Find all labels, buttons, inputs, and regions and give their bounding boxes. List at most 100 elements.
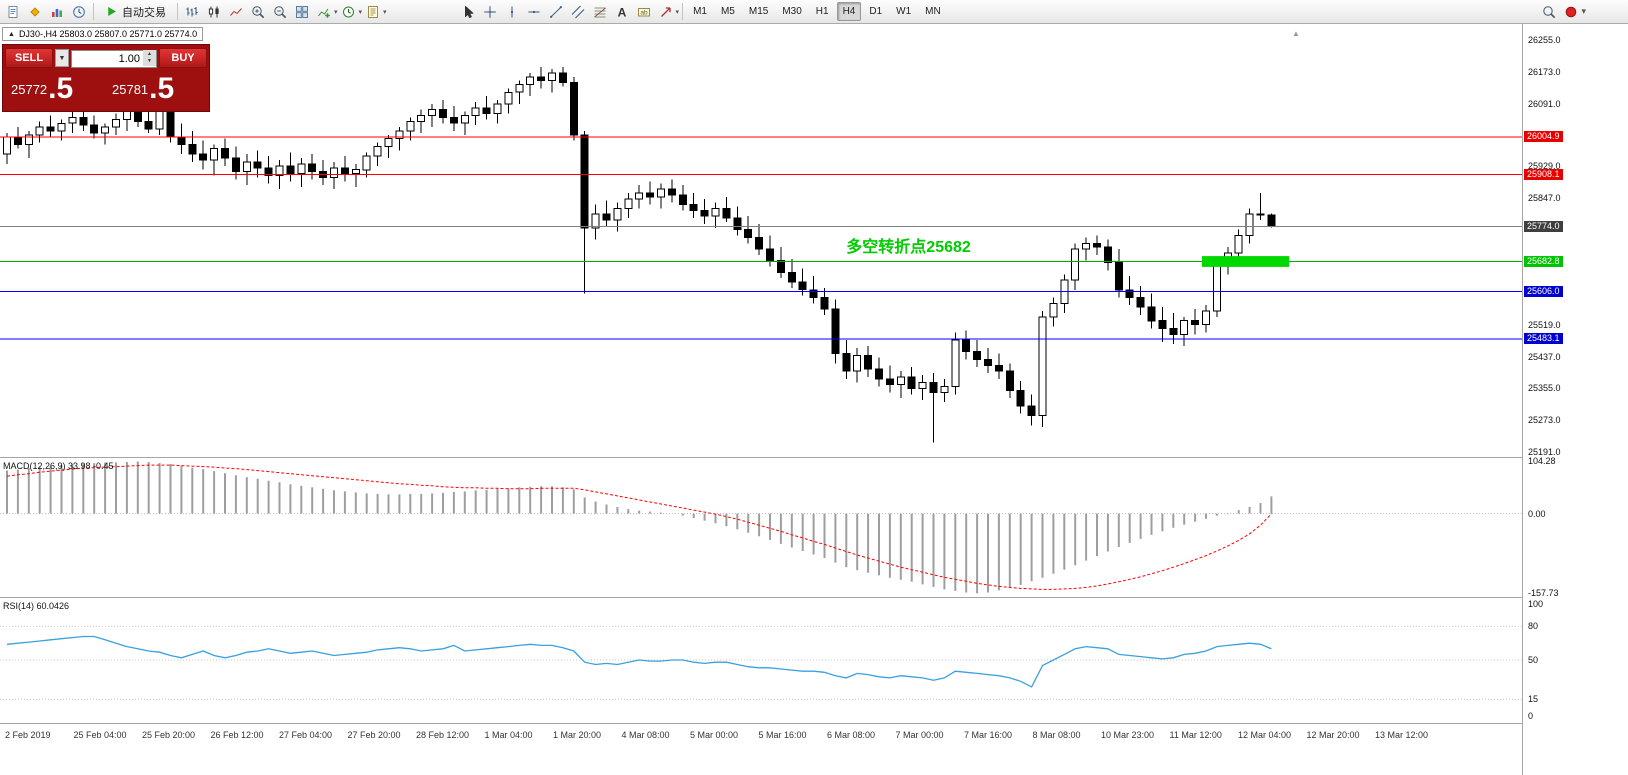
rsi-panel[interactable] [0,598,1522,723]
axis-tick: 25847.0 [1528,192,1561,203]
panel-splitter[interactable] [0,597,1628,598]
crosshair-button[interactable] [479,2,501,22]
zoom-out-button[interactable] [269,2,291,22]
macd-label: MACD(12,26,9) 33.98 -0.45 [3,461,114,471]
mql5-community-button[interactable] [1560,2,1582,22]
timeframe-h1[interactable]: H1 [815,6,829,17]
toolbar-overflow-button[interactable]: ▾ [1581,6,1586,16]
metaeditor-icon [30,6,40,17]
sell-price[interactable]: 25772.5 [5,69,106,109]
history-center-button[interactable] [68,2,90,22]
macd-panel[interactable] [0,458,1522,597]
price-line-label: 26004.9 [1524,131,1563,143]
time-label: 1 Mar 20:00 [553,730,602,740]
metaeditor-button[interactable] [24,2,46,22]
order-type-dropdown[interactable]: ▼ [55,49,69,67]
time-label: 5 Mar 16:00 [758,730,807,740]
time-label: 12 Mar 04:00 [1238,730,1292,740]
timeframe-m15[interactable]: M15 [748,6,769,17]
volume-spinner[interactable]: ▲ ▼ [143,50,156,66]
axis-tick: 0.00 [1528,508,1546,519]
time-label: 2 Feb 2019 [5,730,51,740]
time-label: 27 Feb 20:00 [347,730,401,740]
highlight-zone[interactable] [1202,256,1290,267]
price-line-label: 25908.1 [1524,168,1563,180]
horizontal-line-button[interactable] [523,2,545,22]
axis-tick: 80 [1528,621,1539,632]
indicators-list-icon [318,8,330,18]
chevron-down-icon[interactable]: ▾ [675,8,680,16]
trendline-button[interactable] [545,2,567,22]
sell-price-fraction: .5 [48,72,74,105]
buy-price-fraction: .5 [149,72,175,105]
fibonacci-retracement-button[interactable] [589,2,611,22]
svg-text:ab: ab [640,9,648,16]
line-chart-icon [230,7,242,16]
timeframe-w1[interactable]: W1 [896,6,912,17]
indicators-list-button[interactable] [313,2,335,22]
one-click-trading-panel: SELL ▼ ▲▼ BUY 25772.5 25781.5 [2,44,210,112]
spinner-up-icon[interactable]: ▲ [147,51,152,57]
panel-splitter[interactable] [0,723,1628,724]
time-label: 13 Mar 12:00 [1375,730,1429,740]
text-button[interactable]: A [611,2,633,22]
time-axis[interactable]: 2 Feb 2019 25 Feb 04:00 25 Feb 20:00 26 Feb… [0,724,1522,748]
price-axis[interactable]: 26255.0 26173.0 26091.0 25929.0 25847.0 25519… [1522,24,1628,775]
crosshair-icon [483,5,496,18]
time-label: 7 Mar 00:00 [895,730,944,740]
sell-button[interactable]: SELL [5,48,53,68]
spinner-down-icon[interactable]: ▼ [147,58,152,64]
candlestick-chart-icon [208,6,219,17]
candlestick-chart-button[interactable] [203,2,225,22]
templates-button[interactable] [362,2,384,22]
line-chart-button[interactable] [225,2,247,22]
buy-price[interactable]: 25781.5 [106,69,207,109]
search-button[interactable] [1538,2,1560,22]
axis-tick: -157.73 [1528,588,1559,599]
timeframe-h4[interactable]: H4 [836,2,862,21]
timeframe-m5[interactable]: M5 [720,6,735,17]
new-order-button[interactable] [2,2,24,22]
time-label: 5 Mar 00:00 [690,730,739,740]
cursor-button[interactable] [457,2,479,22]
periods-list-button[interactable] [338,2,360,22]
tile-windows-button[interactable] [291,2,313,22]
zoom-out-icon [274,5,287,18]
toolbar-separator [93,3,94,20]
chevron-down-icon[interactable]: ▾ [334,8,338,16]
axis-tick: 100 [1528,599,1544,609]
volume-input[interactable] [71,50,157,68]
chevron-down-icon: ▼ [58,54,66,62]
arrows-button[interactable] [655,2,677,22]
panel-splitter[interactable] [0,457,1628,458]
svg-text:A: A [617,5,626,19]
chevron-down-icon[interactable]: ▾ [358,8,363,16]
time-label: 10 Mar 23:00 [1101,730,1155,740]
annotation-text[interactable]: 多空转折点25682 [846,237,971,256]
zoom-in-button[interactable] [247,2,269,22]
profiles-button[interactable] [46,2,68,22]
axis-tick: 25191.0 [1528,447,1561,457]
main-chart-canvas[interactable]: 多空转折点25682 [0,24,1522,457]
chevron-down-icon[interactable]: ▾ [383,8,387,16]
text-label-icon: ab [637,7,650,16]
cursor-icon [464,5,473,18]
equidistant-channel-button[interactable] [567,2,589,22]
timeframe-m1[interactable]: M1 [693,6,707,17]
axis-tick: 25519.0 [1528,319,1561,330]
vertical-line-button[interactable] [501,2,523,22]
buy-button[interactable]: BUY [159,48,207,68]
price-line-label: 25606.0 [1524,285,1563,297]
text-label-button[interactable]: ab [633,2,655,22]
vertical-line-icon [510,6,513,17]
autoscroll-marker-icon[interactable]: ▲ [1292,29,1300,38]
timeframe-d1[interactable]: D1 [869,6,883,17]
timeframe-mn[interactable]: MN [925,6,941,17]
trendline-icon [549,5,562,18]
search-icon [1543,5,1556,18]
timeframe-m30[interactable]: M30 [782,6,802,17]
periods-list-icon [342,6,354,17]
autotrading-button[interactable]: 自动交易 [97,2,174,22]
bar-chart-button[interactable] [181,2,203,22]
